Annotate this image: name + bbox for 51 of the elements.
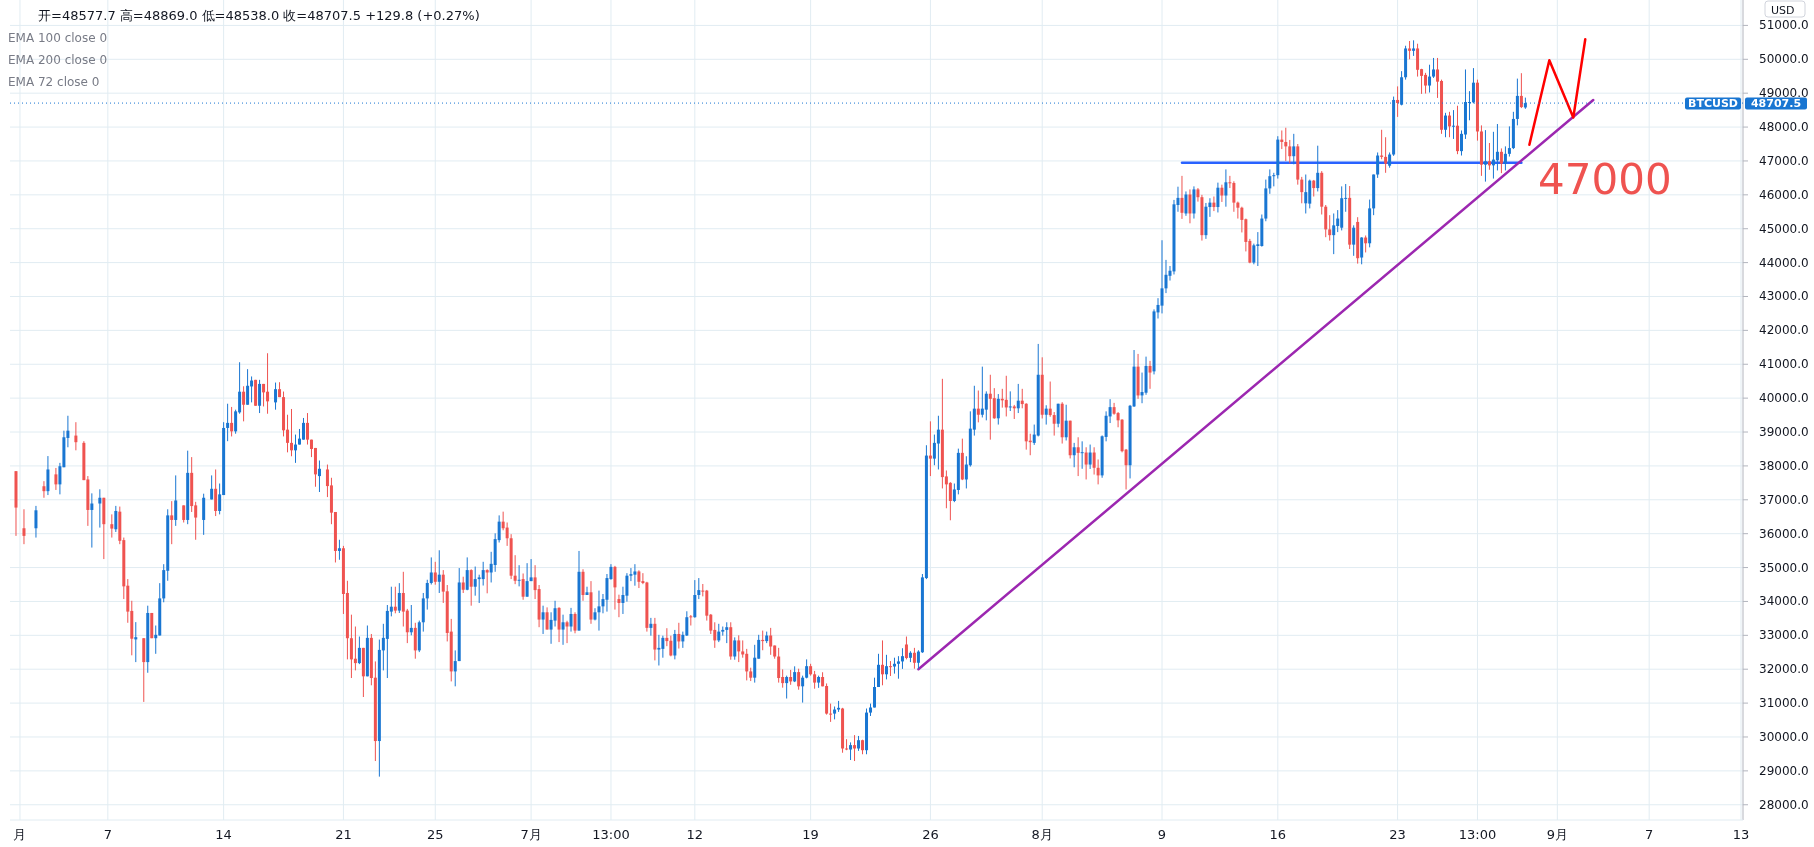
y-tick-label: 33000.0 bbox=[1759, 628, 1809, 643]
x-tick-label: 19 bbox=[802, 827, 819, 842]
y-tick-label: 34000.0 bbox=[1759, 594, 1809, 609]
x-tick-label: 9月 bbox=[1546, 827, 1568, 842]
y-tick-label: 36000.0 bbox=[1759, 526, 1809, 541]
y-tick-label: 29000.0 bbox=[1759, 763, 1809, 778]
y-tick-label: 42000.0 bbox=[1759, 323, 1809, 338]
x-tick-label: 13:00 bbox=[1458, 827, 1497, 842]
x-tick-label: 26 bbox=[922, 827, 939, 842]
annotation: EMA 200 close 0 bbox=[8, 53, 108, 67]
x-tick-label: 月 bbox=[13, 827, 27, 842]
ref-line-label: 48707.5 bbox=[1750, 97, 1802, 111]
x-tick-label: 8月 bbox=[1031, 827, 1053, 842]
x-tick-label: 7 bbox=[103, 827, 112, 842]
x-tick-label: 21 bbox=[335, 827, 352, 842]
x-tick-label: 7 bbox=[1645, 827, 1654, 842]
x-tick-label: 7月 bbox=[520, 827, 542, 842]
y-tick-label: 48000.0 bbox=[1759, 120, 1809, 135]
line-series bbox=[1528, 38, 1587, 146]
annotation: 47000 bbox=[1538, 155, 1672, 204]
text: 开=48577.7 高=48869.0 低=48538.0 收=48707.5 +129.8 (+0.27%) bbox=[38, 8, 480, 23]
y-tick-label: 32000.0 bbox=[1759, 662, 1809, 677]
y-tick-label: 39000.0 bbox=[1759, 425, 1809, 440]
y-tick-label: 41000.0 bbox=[1759, 357, 1809, 372]
x-tick-label: 14 bbox=[215, 827, 232, 842]
y-tick-label: 31000.0 bbox=[1759, 696, 1809, 711]
y-tick-label: 28000.0 bbox=[1759, 797, 1809, 812]
y-tick-label: 43000.0 bbox=[1759, 289, 1809, 304]
x-tick-label: 13:00 bbox=[592, 827, 630, 842]
price-label: 48707.5 bbox=[1745, 97, 1807, 111]
y-tick-label: 44000.0 bbox=[1759, 255, 1809, 270]
x-tick-label: 12 bbox=[686, 827, 704, 842]
y-tick-label: 45000.0 bbox=[1759, 221, 1809, 236]
annotation: EMA 100 close 0 bbox=[8, 31, 108, 45]
x-tick-label: 23 bbox=[1389, 827, 1406, 842]
y-tick-label: 35000.0 bbox=[1759, 560, 1809, 575]
y-tick-label: 50000.0 bbox=[1759, 52, 1809, 67]
y-tick-label: 37000.0 bbox=[1759, 492, 1809, 507]
y-tick-label: 47000.0 bbox=[1759, 153, 1809, 168]
y-tick-label: 46000.0 bbox=[1759, 187, 1809, 202]
y-tick-label: 30000.0 bbox=[1759, 729, 1809, 744]
annotation: EMA 72 close 0 bbox=[8, 75, 100, 89]
x-tick-label: 13 bbox=[1732, 827, 1750, 842]
x-tick-label: 16 bbox=[1269, 827, 1287, 842]
symbol-label: BTCUSD bbox=[1685, 97, 1741, 111]
unit-box: USD bbox=[1764, 0, 1806, 18]
y-tick-label: 51000.0 bbox=[1759, 18, 1809, 33]
x-tick-label: 25 bbox=[426, 827, 444, 842]
x-tick-label: 9 bbox=[1157, 827, 1167, 842]
y-tick-label: 38000.0 bbox=[1759, 458, 1809, 473]
y-tick-label: 40000.0 bbox=[1759, 391, 1809, 406]
